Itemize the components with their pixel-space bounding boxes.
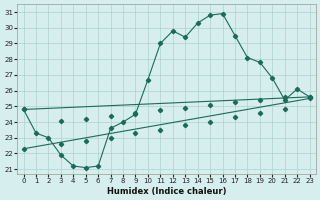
X-axis label: Humidex (Indice chaleur): Humidex (Indice chaleur) bbox=[107, 187, 226, 196]
